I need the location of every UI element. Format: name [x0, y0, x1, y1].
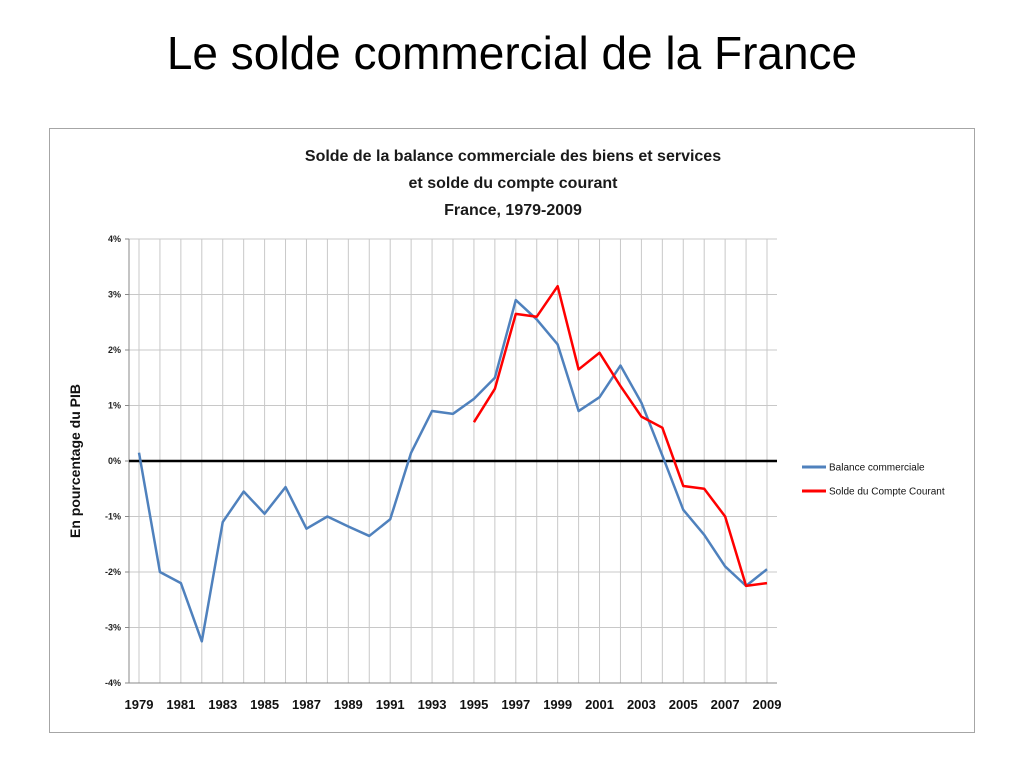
x-tick-label: 1999: [543, 697, 572, 712]
legend-label: Balance commerciale: [829, 463, 925, 474]
x-tick-label: 2005: [669, 697, 698, 712]
y-tick-label: 4%: [108, 234, 121, 244]
y-tick-label: -3%: [105, 623, 121, 633]
x-tick-label: 1995: [459, 697, 488, 712]
x-tick-label: 2007: [711, 697, 740, 712]
chart-title: Solde de la balance commerciale des bien…: [305, 148, 721, 219]
x-tick-label: 1983: [208, 697, 237, 712]
x-tick-label: 1989: [334, 697, 363, 712]
legend-label: Solde du Compte Courant: [829, 487, 945, 498]
chart-axes: 4% 3% 2% 1% 0% -1% -2% -3% -4% 1979 1981 1983 1985 19…: [67, 234, 781, 712]
slide-title: Le solde commercial de la France: [166, 27, 858, 79]
chart-legend: Balance commerciale Solde du Compte Coura…: [802, 463, 945, 498]
x-tick-label: 1987: [292, 697, 321, 712]
y-tick-label: -1%: [105, 512, 121, 522]
chart-title-line: France, 1979-2009: [444, 202, 582, 219]
x-tick-label: 1979: [125, 697, 154, 712]
x-tick-label: 2009: [753, 697, 782, 712]
y-tick-label: 3%: [108, 290, 121, 300]
y-tick-label: 0%: [108, 456, 121, 466]
chart-title-line: Solde de la balance commerciale des bien…: [305, 148, 721, 165]
y-axis-label: En pourcentage du PIB: [67, 384, 83, 538]
y-tick-label: -4%: [105, 678, 121, 688]
x-tick-label: 1993: [418, 697, 447, 712]
x-tick-label: 2003: [627, 697, 656, 712]
chart-series: [137, 284, 768, 643]
x-tick-label: 1981: [166, 697, 195, 712]
y-tick-label: -2%: [105, 567, 121, 577]
x-tick-label: 2001: [585, 697, 614, 712]
chart-frame: Solde de la balance commerciale des bien…: [49, 128, 975, 733]
x-tick-label: 1985: [250, 697, 279, 712]
y-tick-label: 2%: [108, 345, 121, 355]
x-tick-label: 1997: [501, 697, 530, 712]
series-line: [137, 298, 768, 643]
x-tick-label: 1991: [376, 697, 405, 712]
series-line: [472, 284, 768, 588]
chart: Solde de la balance commerciale des bien…: [67, 148, 945, 712]
y-tick-label: 1%: [108, 401, 121, 411]
chart-title-line: et solde du compte courant: [409, 175, 619, 192]
